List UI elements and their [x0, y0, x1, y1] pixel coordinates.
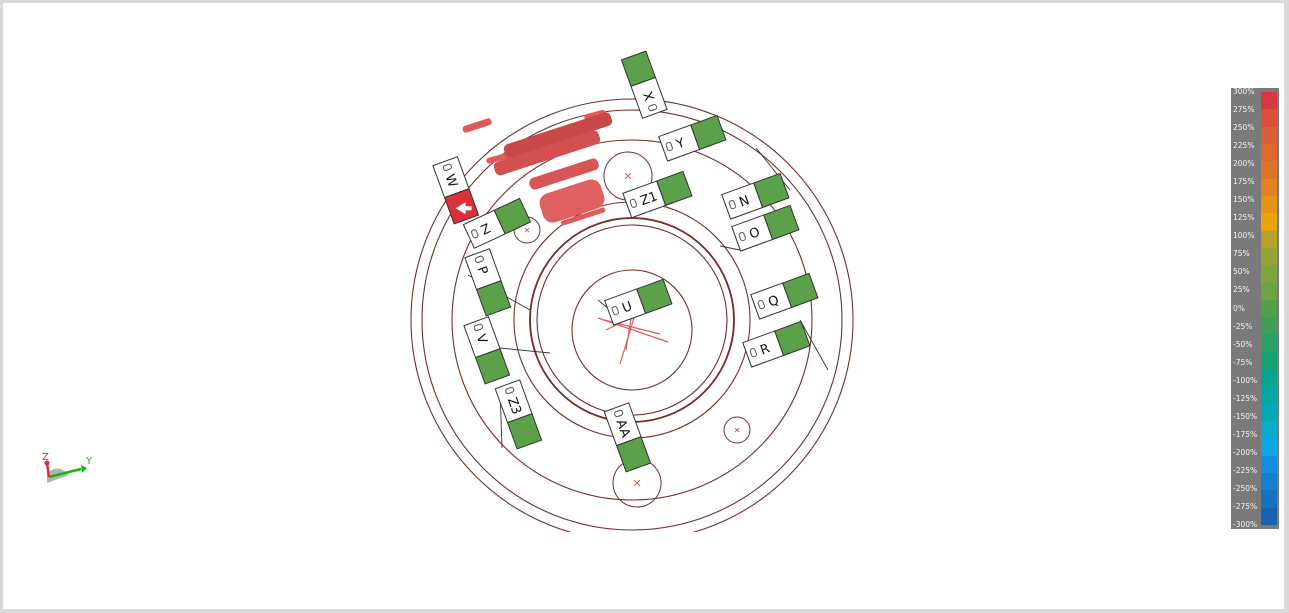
tag-p[interactable]: P [464, 248, 512, 317]
tag-u[interactable]: U [604, 278, 673, 326]
tag-x[interactable]: X [620, 50, 668, 119]
legend-swatch [1261, 317, 1277, 335]
tag-r[interactable]: R [742, 320, 811, 368]
legend-label: 200% [1233, 159, 1255, 169]
tag-label: O [747, 225, 762, 243]
legend-label: 250% [1233, 123, 1255, 133]
legend-label: 175% [1233, 177, 1255, 187]
legend-swatch [1261, 507, 1277, 526]
tag-w[interactable]: W [432, 156, 480, 225]
legend-label: -100% [1233, 375, 1258, 385]
tag-z3[interactable]: Z3 [494, 379, 543, 450]
tag-q[interactable]: Q [750, 272, 819, 320]
legend-label: -150% [1233, 411, 1258, 421]
legend-label: 300% [1233, 87, 1255, 96]
legend-swatch [1261, 490, 1277, 509]
legend-label: 0% [1233, 303, 1245, 313]
legend-swatch [1261, 421, 1277, 439]
legend-label: -300% [1233, 520, 1258, 529]
legend-swatch [1261, 126, 1277, 145]
triad-y-label: Y [85, 456, 93, 467]
tag-label: Q [766, 293, 781, 311]
legend-label: 50% [1233, 267, 1250, 277]
legend-label: -250% [1233, 483, 1258, 493]
legend-label: -200% [1233, 447, 1258, 457]
3d-viewport[interactable]: X Y W [3, 3, 1284, 609]
legend-swatch [1261, 109, 1277, 128]
legend-swatch [1261, 386, 1277, 405]
legend-swatch [1261, 178, 1277, 197]
inner-ring [571, 269, 693, 391]
tag-z[interactable]: Z [462, 197, 532, 249]
legend-swatch [1261, 473, 1277, 491]
legend-label: -125% [1233, 393, 1258, 403]
legend-label: 100% [1233, 231, 1255, 241]
legend-label: -25% [1233, 321, 1253, 331]
legend-swatch [1261, 299, 1277, 318]
legend-swatch [1261, 334, 1277, 353]
color-legend: 300% 275% 250% 225% 200% 175% 150% 125% 100% 75% 5… [1231, 87, 1279, 529]
tag-aa[interactable]: AA [603, 402, 652, 473]
legend-swatch [1261, 161, 1277, 180]
legend-swatch [1261, 92, 1277, 110]
legend-label: -75% [1233, 357, 1253, 367]
tag-label: Z1 [638, 189, 659, 209]
legend-label: -275% [1233, 501, 1258, 511]
outer-ring-2 [421, 109, 843, 531]
legend-label: 225% [1233, 141, 1255, 151]
legend-label: 25% [1233, 285, 1250, 295]
axis-triad: Z Y [42, 452, 93, 483]
legend-swatch [1261, 230, 1277, 249]
hole-markers [524, 172, 740, 487]
legend-swatch [1261, 282, 1277, 301]
legend-swatch [1261, 351, 1277, 370]
rings [410, 98, 854, 542]
tag-n[interactable]: N [721, 172, 790, 220]
legend-label: -175% [1233, 429, 1258, 439]
legend-label: -50% [1233, 339, 1253, 349]
tag-label: N [737, 193, 751, 210]
legend-swatch [1261, 438, 1277, 457]
legend-swatch [1261, 247, 1277, 266]
viewport-frame: X Y W [3, 3, 1284, 609]
tag-o[interactable]: O [731, 204, 800, 252]
legend-swatch [1261, 403, 1277, 422]
legend-swatch [1261, 213, 1277, 232]
legend-label: 275% [1233, 105, 1255, 115]
triad-z-label: Z [42, 452, 49, 463]
bolt-hole [723, 416, 751, 444]
outer-ring-3 [451, 139, 813, 501]
tag-z1[interactable]: Z1 [622, 170, 693, 219]
tag-label: AA [612, 417, 632, 439]
legend-label: 125% [1233, 213, 1255, 223]
tag-v[interactable]: V [463, 316, 511, 385]
mid-ring-2 [529, 217, 735, 423]
mid-ring-1 [513, 201, 751, 439]
legend-swatch [1261, 195, 1277, 214]
legend-label: -225% [1233, 465, 1258, 475]
legend-label: 150% [1233, 195, 1255, 205]
hot-parts [462, 109, 613, 226]
legend-swatch [1261, 455, 1277, 474]
tag-label: W [441, 172, 460, 189]
legend-label: 75% [1233, 249, 1250, 259]
mid-ring-3 [536, 224, 728, 416]
legend-swatch [1261, 143, 1277, 162]
outer-ring-1 [410, 98, 854, 542]
tag-label: Z3 [504, 395, 524, 416]
tag-y[interactable]: Y [658, 114, 727, 162]
legend-swatch [1261, 265, 1277, 283]
legend-swatch [1261, 369, 1277, 387]
